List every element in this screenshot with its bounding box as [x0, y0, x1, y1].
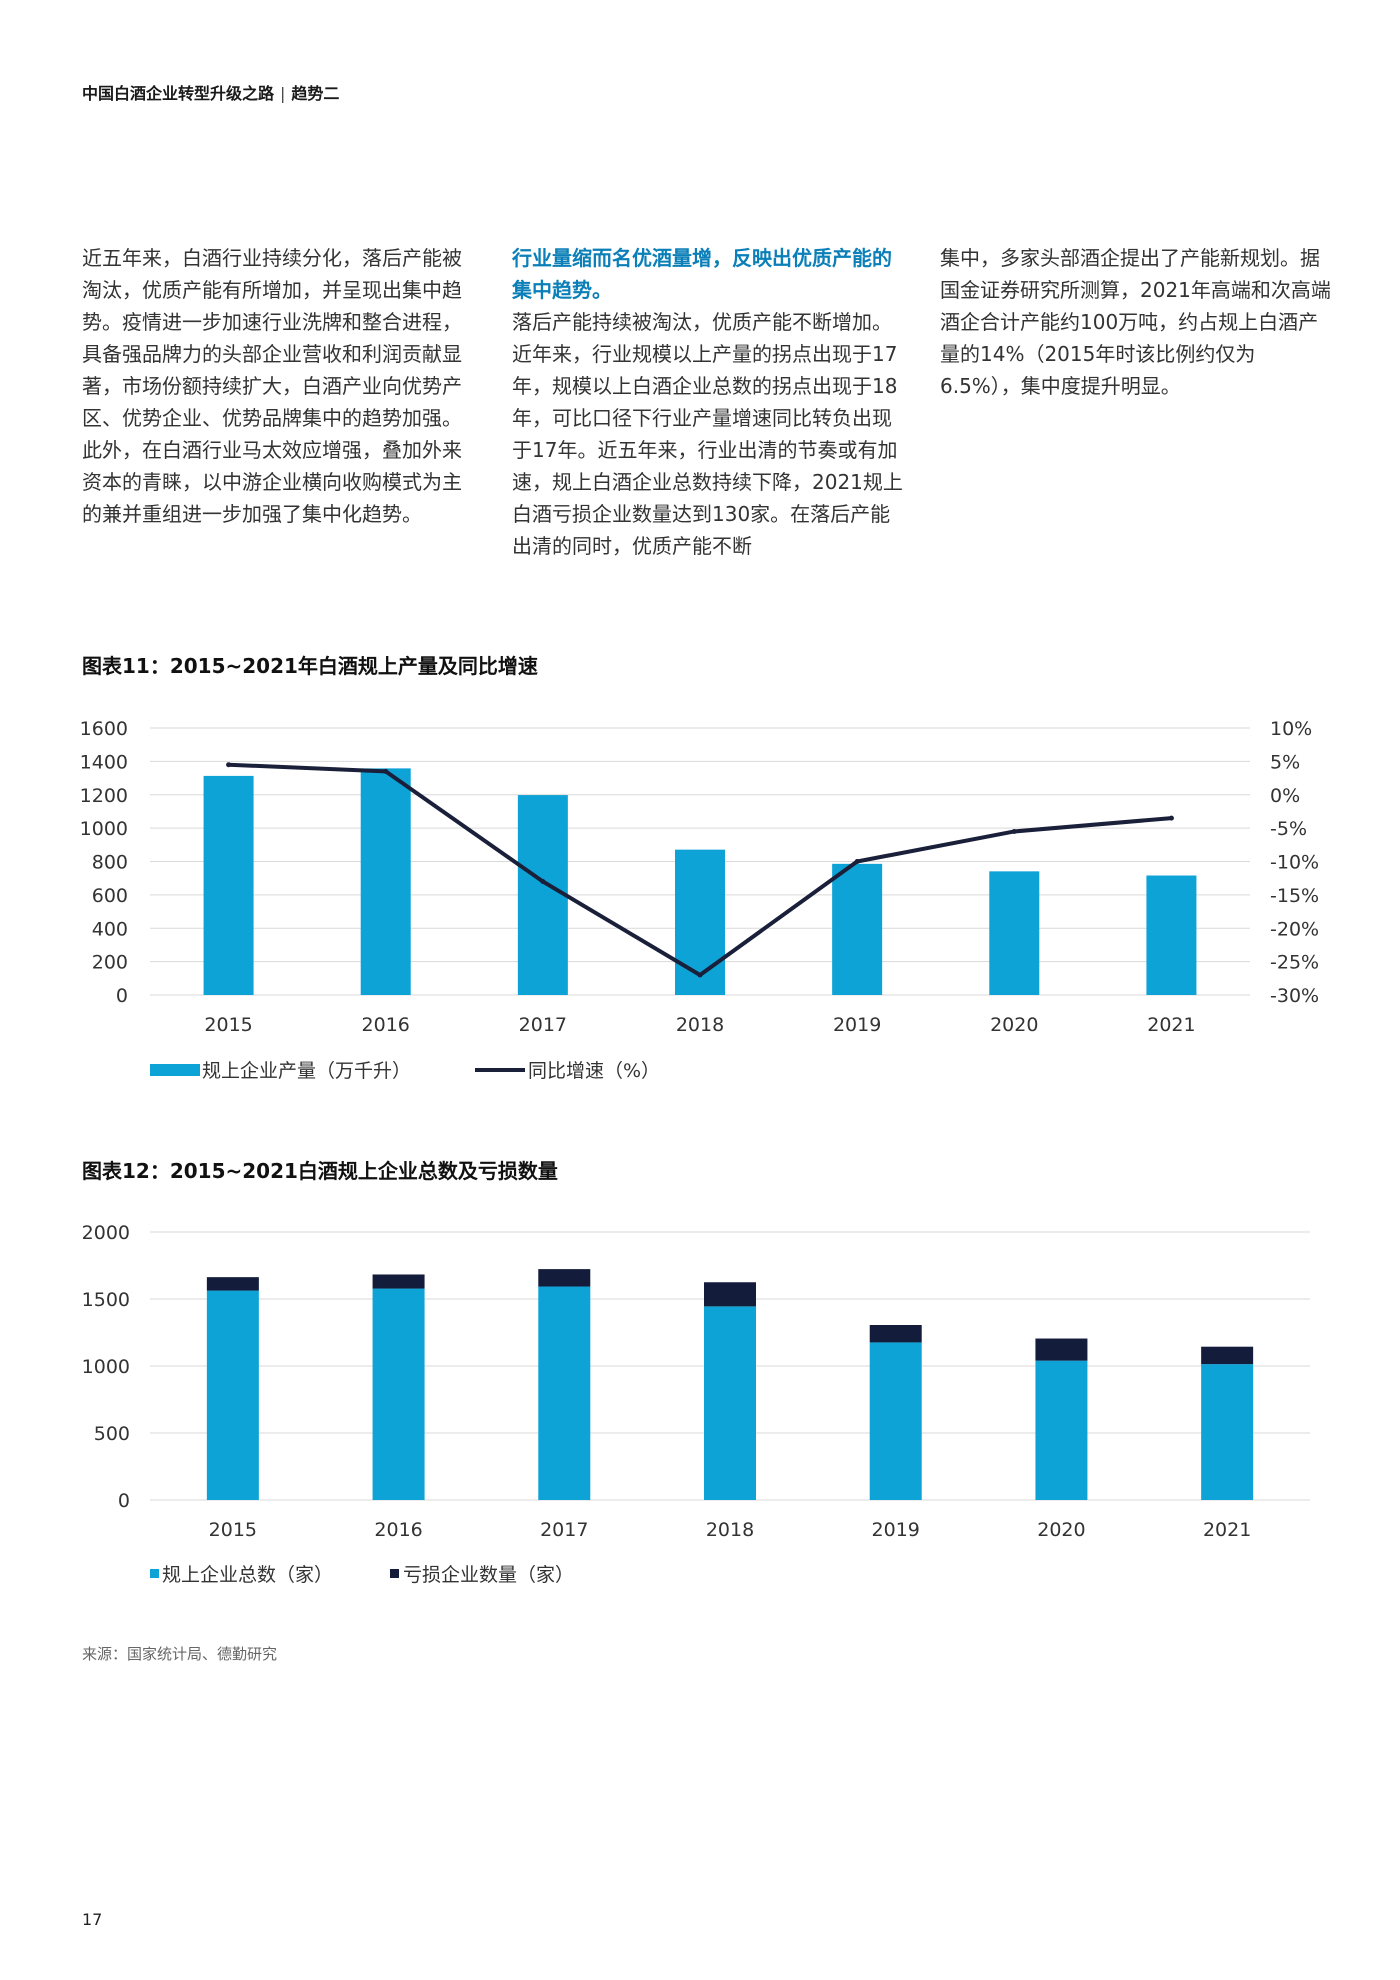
y2-tick-label: 0% [1270, 785, 1300, 807]
bar-loss-companies [372, 1274, 425, 1289]
bar-total-companies [372, 1288, 425, 1500]
bar-total-companies [1201, 1364, 1254, 1500]
y-tick-label: 1500 [82, 1289, 130, 1311]
legend-loss-swatch [390, 1569, 399, 1578]
legend-total-swatch [150, 1569, 159, 1578]
y-tick-label: 0 [118, 1490, 130, 1512]
y2-tick-label: -25% [1270, 952, 1319, 974]
bar-loss-companies [1201, 1346, 1254, 1365]
legend-loss-label: 亏损企业数量（家） [403, 1564, 574, 1586]
paragraph-1: 近五年来，白酒行业持续分化，落后产能被淘汰，优质产能有所增加，并呈现出集中趋势。… [82, 246, 462, 526]
bar-total-companies [206, 1290, 259, 1500]
y2-tick-label: -30% [1270, 985, 1319, 1007]
line-point [1168, 815, 1174, 821]
y2-tick-label: -20% [1270, 918, 1319, 940]
page-header: 中国白酒企业转型升级之路 | 趋势二 [82, 80, 339, 104]
x-tick-label: 2019 [833, 1014, 881, 1036]
y-tick-label: 1000 [82, 1356, 130, 1378]
y2-tick-label: 10% [1270, 718, 1312, 740]
y-tick-label: 200 [92, 952, 128, 974]
x-tick-label: 2018 [676, 1014, 724, 1036]
x-tick-label: 2016 [362, 1014, 410, 1036]
y-tick-label: 500 [94, 1423, 130, 1445]
x-tick-label: 2019 [872, 1519, 920, 1541]
header-title: 中国白酒企业转型升级之路 [82, 84, 275, 103]
line-point [540, 879, 546, 885]
figure-12-chart: 0 500 1000 1500 2000 2015 2016 2017 2018 2019 2020… [82, 1222, 1310, 1586]
x-tick-label: 2020 [990, 1014, 1038, 1036]
figure-11-title: 图表11：2015~2021年白酒规上产量及同比增速 [82, 654, 538, 678]
line-point [1011, 828, 1017, 834]
text-column-3: 集中，多家头部酒企提出了产能新规划。据国金证券研究所测算，2021年高端和次高端… [940, 242, 1332, 402]
y2-tick-label: -15% [1270, 885, 1319, 907]
x-tick-label: 2021 [1203, 1519, 1251, 1541]
y-tick-label: 1600 [80, 718, 128, 740]
y-tick-label: 600 [92, 885, 128, 907]
x-tick-label: 2017 [519, 1014, 567, 1036]
x-tick-label: 2015 [209, 1519, 257, 1541]
x-tick-label: 2018 [706, 1519, 754, 1541]
bar-production [203, 775, 254, 995]
y-tick-label: 1000 [80, 818, 128, 840]
x-tick-label: 2015 [204, 1014, 252, 1036]
bar-total-companies [704, 1306, 756, 1500]
x-tick-label: 2021 [1147, 1014, 1195, 1036]
y-tick-label: 1400 [80, 751, 128, 773]
bar-production [989, 871, 1040, 995]
y-tick-label: 0 [116, 985, 128, 1007]
bar-total-companies [869, 1342, 922, 1500]
bar-production [360, 768, 411, 995]
bar-production [1146, 875, 1197, 995]
figure-11-chart: 0 200 400 600 800 1000 1200 1400 1600 -30% -25% -20… [80, 718, 1319, 1082]
x-tick-label: 2017 [540, 1519, 588, 1541]
y2-tick-label: 5% [1270, 751, 1300, 773]
paragraph-2: 落后产能持续被淘汰，优质产能不断增加。近年来，行业规模以上产量的拐点出现于17年… [512, 310, 903, 558]
text-column-2: 行业量缩而名优酒量增，反映出优质产能的集中趋势。 落后产能持续被淘汰，优质产能不… [512, 242, 904, 562]
bar-production [832, 863, 883, 995]
figure-12-title: 图表12：2015~2021白酒规上企业总数及亏损数量 [82, 1159, 558, 1183]
bar-loss-companies [704, 1282, 756, 1307]
legend-bar-swatch [150, 1064, 200, 1076]
line-point [383, 768, 389, 774]
legend-bar-label: 规上企业产量（万千升） [202, 1060, 411, 1082]
y-tick-label: 400 [92, 918, 128, 940]
bar-total-companies [538, 1286, 591, 1500]
bar-loss-companies [869, 1324, 922, 1343]
line-point [226, 762, 232, 768]
y-tick-label: 1200 [80, 785, 128, 807]
source-note: 来源：国家统计局、德勤研究 [82, 1645, 278, 1663]
y-tick-label: 800 [92, 852, 128, 874]
paragraph-3: 集中，多家头部酒企提出了产能新规划。据国金证券研究所测算，2021年高端和次高端… [940, 246, 1331, 398]
legend-total-label: 规上企业总数（家） [162, 1564, 333, 1586]
bar-production [517, 795, 568, 995]
page-number: 17 [82, 1910, 103, 1929]
bar-loss-companies [538, 1269, 591, 1287]
bar-production [675, 849, 725, 995]
text-column-1: 近五年来，白酒行业持续分化，落后产能被淘汰，优质产能有所增加，并呈现出集中趋势。… [82, 242, 474, 530]
bar-loss-companies [1035, 1338, 1088, 1361]
column-2-heading: 行业量缩而名优酒量增，反映出优质产能的集中趋势。 [512, 246, 892, 302]
legend-line-label: 同比增速（%） [528, 1060, 660, 1082]
header-separator: | [280, 84, 286, 103]
line-point [697, 972, 703, 978]
x-tick-label: 2016 [374, 1519, 422, 1541]
line-point [854, 859, 860, 864]
y2-tick-label: -5% [1270, 818, 1307, 840]
x-tick-label: 2020 [1037, 1519, 1085, 1541]
y-tick-label: 2000 [82, 1222, 130, 1244]
y2-tick-label: -10% [1270, 852, 1319, 874]
bar-loss-companies [206, 1277, 259, 1291]
bar-total-companies [1035, 1360, 1088, 1500]
header-section: 趋势二 [291, 84, 340, 103]
